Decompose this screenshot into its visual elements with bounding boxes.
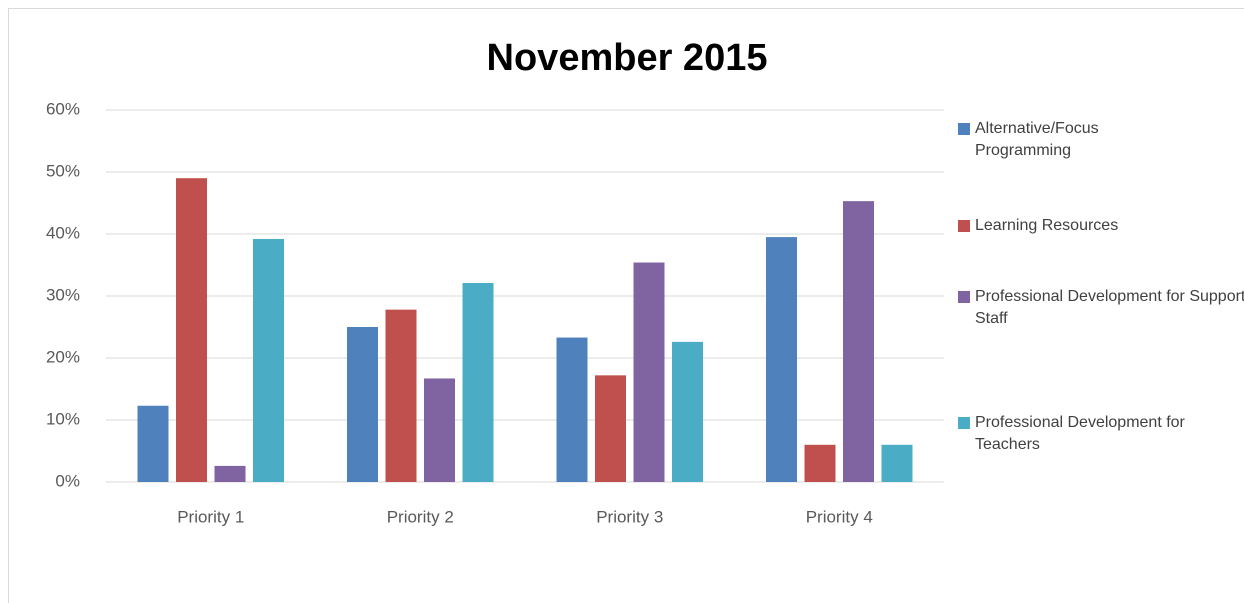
x-tick-label: Priority 3 (596, 507, 663, 526)
legend-item: Learning Resources (958, 215, 1244, 237)
chart-frame (8, 8, 1244, 603)
bar (424, 378, 455, 482)
legend-label: Professional Development for Teachers (975, 414, 1185, 453)
y-tick-label: 0% (55, 471, 80, 490)
y-tick-label: 40% (46, 223, 80, 242)
x-tick-label: Priority 1 (177, 507, 244, 526)
chart-title: November 2015 (487, 37, 768, 79)
legend-label: Alternative/Focus Programming (975, 120, 1099, 159)
bar (347, 327, 378, 482)
legend-swatch (958, 220, 970, 232)
bar (766, 237, 797, 482)
bar (462, 282, 494, 482)
y-tick-label: 10% (46, 409, 80, 428)
legend-item: Professional Development for Support Sta… (958, 286, 1244, 330)
legend-swatch (958, 417, 970, 429)
legend-swatch (958, 291, 970, 303)
legend-label: Professional Development for Support Sta… (975, 288, 1244, 327)
bar (804, 444, 836, 482)
y-tick-label: 60% (46, 99, 80, 118)
x-tick-label: Priority 4 (806, 507, 873, 526)
legend-label: Learning Resources (975, 217, 1119, 234)
legend-swatch (958, 123, 970, 135)
bar (595, 375, 626, 482)
bar (176, 178, 207, 482)
legend-item: Alternative/Focus Programming (958, 118, 1123, 162)
legend-item: Professional Development for Teachers (958, 412, 1244, 456)
bar (253, 238, 284, 482)
y-tick-label: 50% (46, 161, 80, 180)
y-tick-label: 30% (46, 285, 80, 304)
bar (672, 341, 703, 482)
bar (214, 465, 246, 482)
bar (385, 309, 417, 482)
y-tick-label: 20% (46, 347, 80, 366)
bar (556, 337, 588, 482)
x-tick-label: Priority 2 (387, 507, 454, 526)
bar (633, 262, 665, 482)
bar (881, 444, 913, 482)
bar (843, 201, 874, 482)
bar (137, 405, 169, 482)
